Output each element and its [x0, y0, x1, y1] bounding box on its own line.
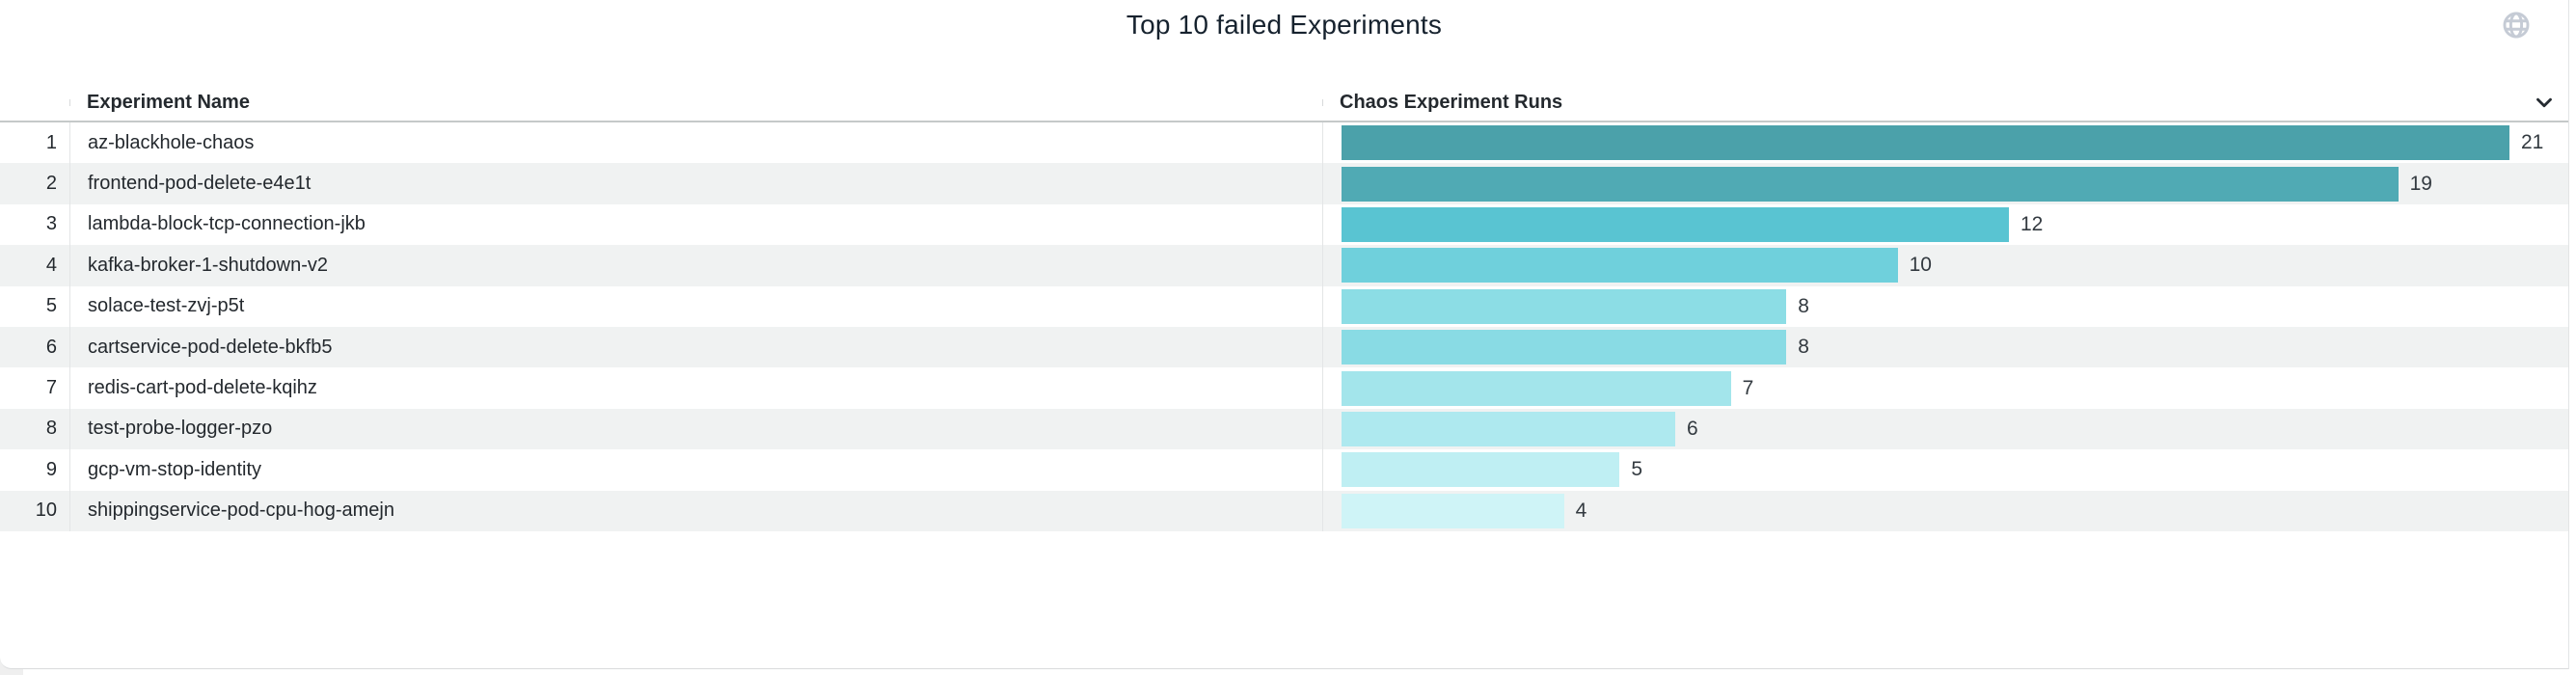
- table-row: 2 frontend-pod-delete-e4e1t 19: [0, 163, 2568, 204]
- row-rank: 7: [45, 377, 57, 399]
- row-rank: 5: [45, 295, 57, 317]
- experiment-name: lambda-block-tcp-connection-jkb: [69, 203, 1322, 246]
- experiment-name-column-header[interactable]: Experiment Name: [69, 92, 1322, 114]
- runs-bar-cell: 8: [1322, 285, 2568, 327]
- row-rank: 4: [45, 254, 57, 276]
- globe-icon[interactable]: [2501, 10, 2532, 40]
- experiments-table: Experiment Name Chaos Experiment Runs 1 …: [0, 84, 2568, 531]
- table-row: 1 az-blackhole-chaos 21: [0, 122, 2568, 164]
- table-row: 3 lambda-block-tcp-connection-jkb 12: [0, 203, 2568, 246]
- runs-value-label: 6: [1686, 417, 1698, 440]
- runs-value-label: 7: [1742, 376, 1754, 399]
- table-body: 1 az-blackhole-chaos 21 2 frontend-pod-d…: [0, 122, 2568, 531]
- table-row: 10 shippingservice-pod-cpu-hog-amejn 4: [0, 490, 2568, 531]
- widget-title: Top 10 failed Experiments: [1125, 10, 1443, 40]
- row-rank: 9: [45, 458, 57, 480]
- row-rank: 2: [45, 173, 57, 195]
- runs-value-label: 4: [1575, 499, 1587, 522]
- runs-bar-cell: 10: [1322, 245, 2568, 286]
- row-rank: 8: [45, 418, 57, 440]
- runs-bar: [1342, 370, 1731, 406]
- runs-value-label: 12: [2020, 212, 2044, 235]
- row-rank: 6: [45, 336, 57, 358]
- runs-bar-cell: 12: [1322, 203, 2568, 246]
- table-header-row: Experiment Name Chaos Experiment Runs: [0, 84, 2568, 122]
- table-row: 9 gcp-vm-stop-identity 5: [0, 449, 2568, 491]
- runs-bar-cell: 19: [1322, 163, 2568, 204]
- table-row: 8 test-probe-logger-pzo 6: [0, 408, 2568, 450]
- experiment-name: shippingservice-pod-cpu-hog-amejn: [69, 490, 1322, 531]
- runs-value-label: 8: [1798, 336, 1809, 359]
- experiment-name: cartservice-pod-delete-bkfb5: [69, 326, 1322, 368]
- runs-bar-cell: 4: [1322, 490, 2568, 531]
- runs-value-label: 8: [1798, 294, 1809, 317]
- runs-bar: [1342, 493, 1564, 528]
- experiment-name: az-blackhole-chaos: [69, 122, 1322, 164]
- runs-bar: [1342, 248, 1898, 284]
- experiment-name: solace-test-zvj-p5t: [69, 285, 1322, 327]
- runs-column-header[interactable]: Chaos Experiment Runs: [1322, 92, 2568, 114]
- table-row: 5 solace-test-zvj-p5t 8: [0, 285, 2568, 327]
- runs-value-label: 5: [1631, 458, 1642, 481]
- runs-bar: [1342, 288, 1787, 324]
- experiment-name: kafka-broker-1-shutdown-v2: [69, 245, 1322, 286]
- runs-bar: [1342, 166, 2399, 202]
- runs-bar-cell: 6: [1322, 408, 2568, 450]
- experiment-name: test-probe-logger-pzo: [69, 408, 1322, 450]
- runs-bar-cell: 5: [1322, 449, 2568, 491]
- runs-value-label: 10: [1909, 254, 1932, 277]
- experiment-name: redis-cart-pod-delete-kqihz: [69, 367, 1322, 409]
- runs-bar-cell: 21: [1322, 122, 2568, 164]
- runs-bar: [1342, 206, 2009, 242]
- runs-bar-cell: 8: [1322, 326, 2568, 368]
- runs-bar-cell: 7: [1322, 367, 2568, 409]
- runs-bar: [1342, 125, 2509, 161]
- experiment-name-header-label: Experiment Name: [87, 91, 250, 113]
- runs-bar: [1342, 330, 1787, 365]
- runs-bar: [1342, 411, 1675, 446]
- experiment-name: frontend-pod-delete-e4e1t: [69, 163, 1322, 204]
- experiment-name: gcp-vm-stop-identity: [69, 449, 1322, 491]
- table-row: 6 cartservice-pod-delete-bkfb5 8: [0, 326, 2568, 368]
- runs-value-label: 19: [2409, 172, 2432, 195]
- table-row: 4 kafka-broker-1-shutdown-v2 10: [0, 245, 2568, 286]
- row-rank: 1: [45, 131, 57, 153]
- runs-header-label: Chaos Experiment Runs: [1340, 91, 1563, 113]
- table-row: 7 redis-cart-pod-delete-kqihz 7: [0, 367, 2568, 409]
- row-rank: 10: [35, 500, 57, 522]
- runs-bar: [1342, 452, 1620, 488]
- widget-title-bar: Top 10 failed Experiments: [0, 0, 2568, 84]
- row-rank: 3: [45, 213, 57, 235]
- runs-value-label: 21: [2520, 131, 2544, 154]
- chevron-down-icon[interactable]: [2530, 88, 2559, 117]
